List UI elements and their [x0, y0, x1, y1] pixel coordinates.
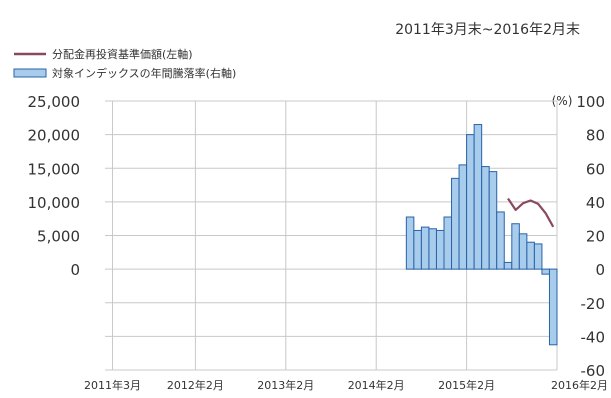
left-tick-label: 15,000: [28, 160, 81, 178]
right-tick-label: 0: [595, 261, 605, 279]
x-tick-label: 2011年3月: [84, 378, 141, 392]
x-tick-label: 2013年2月: [257, 378, 314, 392]
bar-series: [405, 124, 558, 346]
x-tick-label: 2012年2月: [167, 378, 224, 392]
bar: [541, 268, 550, 275]
bar: [405, 216, 415, 270]
right-tick-label: -40: [581, 328, 606, 346]
right-tick-label: -60: [581, 362, 606, 380]
bar: [435, 229, 445, 270]
legend-line-label: 分配金再投資基準価額(左軸): [52, 47, 193, 61]
left-axis-ticks: 0 5,000 10,000 15,000 20,000 25,000: [28, 93, 81, 279]
right-axis-ticks: -60 -40 -20 0 20 40 60 80 100: [576, 93, 605, 380]
bar: [488, 171, 498, 270]
line-series: [507, 197, 555, 228]
legend-bar-swatch: [13, 68, 47, 78]
bar: [428, 228, 437, 270]
x-axis-ticks: 2011年3月 2012年2月 2013年2月 2014年2月 2015年2月 2016年…: [84, 378, 608, 392]
period-note: 2011年3月末~2016年2月末: [395, 22, 580, 38]
series-line: [507, 197, 555, 228]
bar: [466, 134, 475, 270]
bar: [511, 223, 520, 270]
bar: [481, 166, 490, 270]
right-tick-label: 20: [586, 228, 605, 246]
bar: [518, 233, 528, 270]
bar: [526, 241, 535, 270]
x-tick-label: 2016年2月: [551, 378, 608, 392]
bar: [503, 261, 513, 270]
bar: [413, 229, 422, 270]
bar: [496, 211, 505, 270]
right-tick-label: 80: [586, 127, 605, 145]
x-tick-label: 2014年2月: [348, 378, 405, 392]
left-tick-label: 10,000: [28, 194, 81, 212]
left-tick-label: 5,000: [37, 228, 80, 246]
bar: [458, 164, 468, 270]
bar: [420, 226, 430, 270]
bar: [473, 124, 483, 270]
bar: [451, 177, 460, 270]
right-tick-label: -20: [581, 295, 606, 313]
right-tick-label: 60: [586, 160, 605, 178]
legend-bar-label: 対象インデックスの年間騰落率(右軸): [52, 66, 236, 80]
bar: [533, 243, 543, 270]
x-tick-label: 2015年2月: [438, 378, 495, 392]
left-tick-label: 20,000: [28, 127, 81, 145]
right-tick-label: 100: [576, 93, 605, 111]
bar: [548, 268, 558, 346]
left-tick-label: 0: [70, 261, 80, 279]
bar: [443, 216, 453, 270]
left-tick-label: 25,000: [28, 93, 81, 111]
right-tick-label: 40: [586, 194, 605, 212]
